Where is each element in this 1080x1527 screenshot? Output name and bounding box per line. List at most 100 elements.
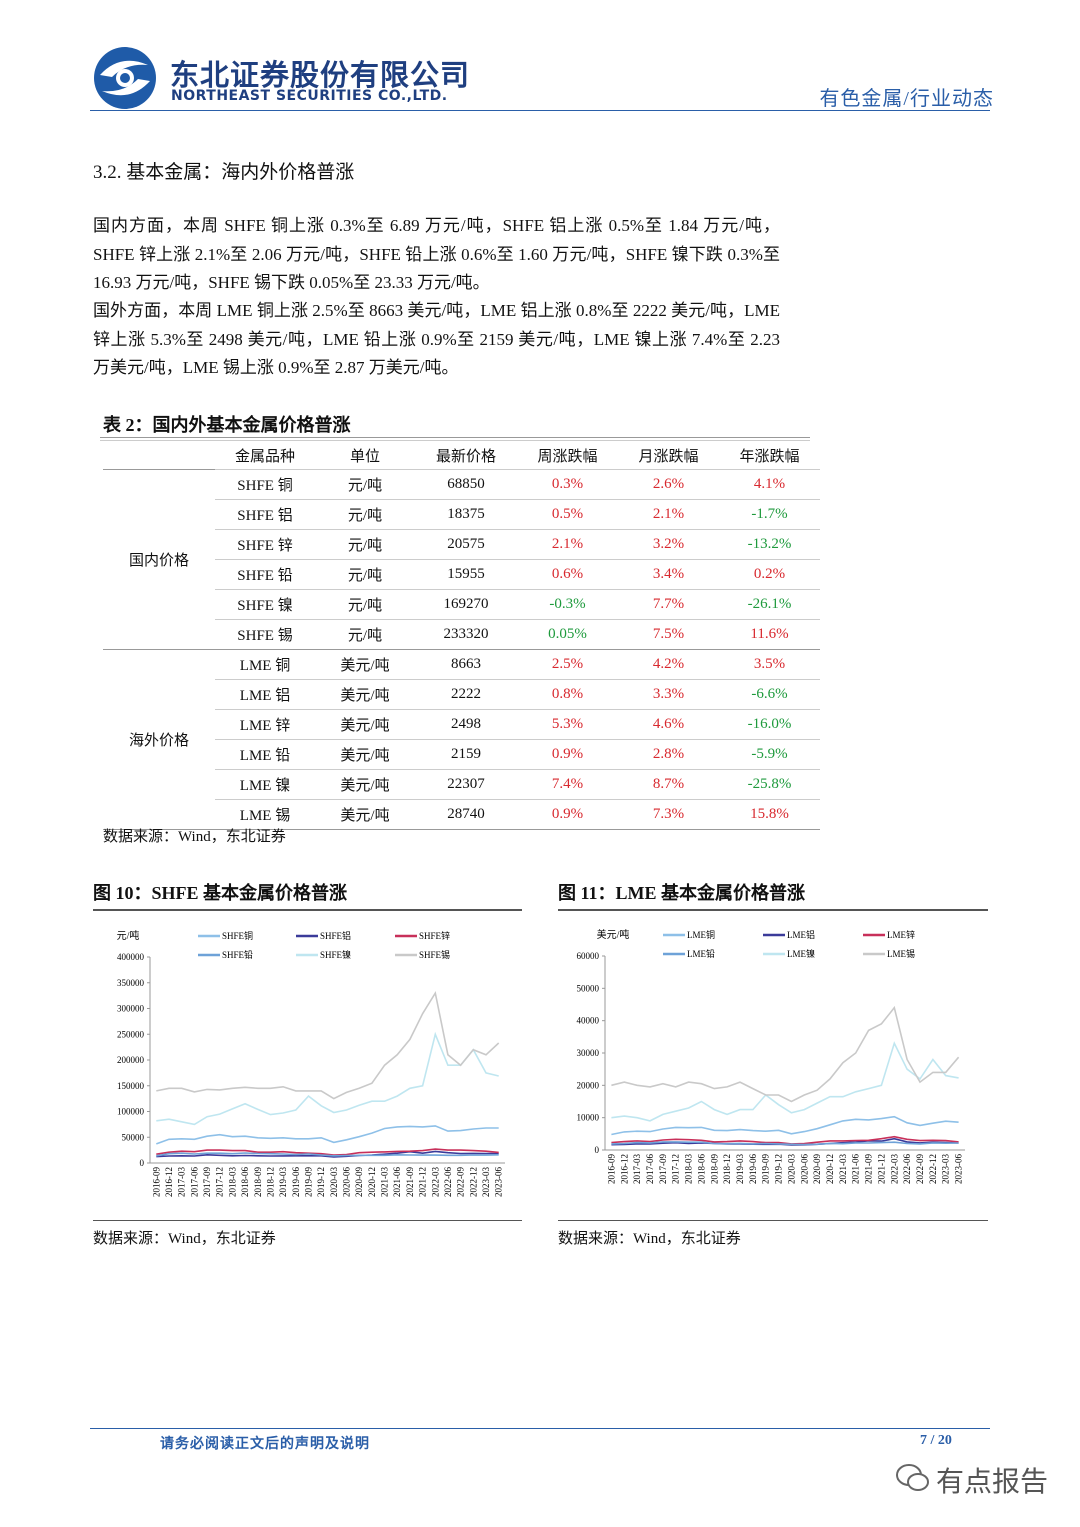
table-row: SHFE 镍元/吨 169270 -0.3% 7.7% -26.1% xyxy=(103,589,820,620)
x-tick-label: 2023-03 xyxy=(481,1167,491,1197)
table-cell: 22307 xyxy=(415,769,517,800)
y-axis-label: 元/吨 xyxy=(117,929,140,942)
legend-label: SHFE锌 xyxy=(419,930,450,941)
table-cell: 元/吨 xyxy=(315,469,415,500)
x-tick-label: 2022-12 xyxy=(928,1154,938,1184)
header-row: 金属品种 单位 最新价格 周涨跌幅 月涨跌幅 年涨跌幅 xyxy=(103,441,820,470)
series-line xyxy=(156,990,500,1100)
series-line xyxy=(611,1135,959,1145)
table-cell: 元/吨 xyxy=(315,529,415,560)
page-number: 7 / 20 xyxy=(920,1433,952,1448)
table-cell: LME 铜 xyxy=(215,649,315,680)
watermark: 有点报告 xyxy=(936,1465,1049,1498)
table-cell: 2498 xyxy=(415,709,517,740)
x-tick-label: 2016-09 xyxy=(606,1154,616,1184)
table-cell: SHFE 锌 xyxy=(215,529,315,560)
table-cell: 4.2% xyxy=(618,649,719,680)
table-cell: 美元/吨 xyxy=(315,649,415,680)
x-tick-label: 2021-12 xyxy=(876,1154,886,1184)
x-tick-label: 2019-03 xyxy=(278,1167,288,1197)
table-cell: 3.5% xyxy=(719,649,820,680)
x-tick-label: 2019-06 xyxy=(748,1154,758,1184)
table-cell: 169270 xyxy=(415,589,517,620)
series-line xyxy=(611,1041,959,1122)
y-axis-label: 美元/吨 xyxy=(597,928,630,941)
table-row: SHFE 锡元/吨 233320 0.05% 7.5% 11.6% xyxy=(103,619,820,650)
y-tick-label: 0 xyxy=(595,1145,600,1155)
x-tick-label: 2018-03 xyxy=(227,1167,237,1197)
table-cell: 3.3% xyxy=(618,679,719,710)
series-line xyxy=(156,1148,499,1156)
y-tick-label: 250000 xyxy=(117,1029,145,1039)
x-tick-label: 2019-12 xyxy=(774,1154,784,1184)
header-cell: 年涨跌幅 xyxy=(719,441,820,470)
chart-title: 图 11：LME 基本金属价格普涨 xyxy=(558,879,988,911)
x-tick-label: 2017-06 xyxy=(189,1167,199,1197)
series-line xyxy=(156,1031,499,1126)
table-cell: 2.1% xyxy=(618,499,719,530)
table-row: LME 锡美元/吨 28740 0.9% 7.3% 15.8% xyxy=(103,799,820,830)
x-tick-label: 2018-06 xyxy=(696,1154,706,1184)
x-tick-label: 2020-12 xyxy=(825,1154,835,1184)
x-tick-label: 2018-03 xyxy=(684,1154,694,1184)
table-cell: SHFE 铜 xyxy=(215,469,315,500)
chart-rule xyxy=(93,1220,522,1221)
series-line xyxy=(156,1125,499,1145)
x-tick-label: 2023-06 xyxy=(954,1154,964,1184)
chart-title: 图 10：SHFE 基本金属价格普涨 xyxy=(93,879,522,911)
legend-label: LME镍 xyxy=(787,948,815,959)
table-cell: 18375 xyxy=(415,499,517,530)
table-cell: 20575 xyxy=(415,529,517,560)
x-tick-label: 2019-03 xyxy=(735,1154,745,1184)
x-tick-label: 2017-12 xyxy=(671,1154,681,1184)
x-tick-label: 2020-12 xyxy=(367,1167,377,1197)
x-tick-label: 2016-12 xyxy=(164,1167,174,1197)
paragraph: 国外方面，本周 LME 铜上涨 2.5%至 8663 美元/吨，LME 铝上涨 … xyxy=(93,301,780,377)
table-cell: 8.7% xyxy=(618,769,719,800)
table-cell: 68850 xyxy=(415,469,517,500)
table-cell: 8663 xyxy=(415,649,517,680)
x-tick-label: 2022-03 xyxy=(430,1167,440,1197)
table-cell: 元/吨 xyxy=(315,589,415,620)
y-tick-label: 200000 xyxy=(117,1055,145,1065)
table-cell: 2.6% xyxy=(618,469,719,500)
table-cell: -13.2% xyxy=(719,529,820,560)
table-cell: 7.4% xyxy=(517,769,618,800)
y-tick-label: 20000 xyxy=(577,1080,600,1090)
x-tick-label: 2019-06 xyxy=(291,1167,301,1197)
disclaimer: 请务必阅读正文后的声明及说明 xyxy=(160,1437,370,1452)
table-cell: LME 铝 xyxy=(215,679,315,710)
x-tick-label: 2022-06 xyxy=(902,1154,912,1184)
table-cell: 美元/吨 xyxy=(315,799,415,830)
table-cell: 4.6% xyxy=(618,709,719,740)
x-tick-label: 2019-09 xyxy=(761,1154,771,1184)
x-tick-label: 2020-06 xyxy=(342,1167,352,1197)
table-caption: 表 2：国内外基本金属价格普涨 xyxy=(103,415,351,435)
series-line xyxy=(156,1152,499,1157)
x-tick-label: 2020-06 xyxy=(799,1154,809,1184)
x-tick-label: 2018-12 xyxy=(722,1154,732,1184)
table-cell: 3.2% xyxy=(618,529,719,560)
y-tick-label: 400000 xyxy=(117,952,145,962)
legend-label: SHFE镍 xyxy=(320,949,351,960)
table-cell: 0.9% xyxy=(517,799,618,830)
table-cell: 0.9% xyxy=(517,739,618,770)
x-tick-label: 2021-09 xyxy=(405,1167,415,1197)
table-cell: SHFE 铅 xyxy=(215,559,315,590)
table-cell: 2.8% xyxy=(618,739,719,770)
header-rule xyxy=(90,110,990,111)
table-cell: 美元/吨 xyxy=(315,679,415,710)
table-cell: 15.8% xyxy=(719,799,820,830)
chart-source: 数据来源：Wind，东北证券 xyxy=(558,1231,741,1247)
y-tick-label: 40000 xyxy=(577,1016,600,1026)
table-cell: SHFE 铝 xyxy=(215,499,315,530)
wechat-icon xyxy=(896,1464,929,1491)
table-row: LME 锌美元/吨 2498 5.3% 4.6% -16.0% xyxy=(103,709,820,740)
company-en: NORTHEAST SECURITIES CO.,LTD. xyxy=(171,88,448,104)
legend-label: SHFE铝 xyxy=(320,930,351,941)
x-tick-label: 2018-09 xyxy=(253,1167,263,1197)
table-cell: 0.8% xyxy=(517,679,618,710)
x-tick-label: 2020-09 xyxy=(354,1167,364,1197)
table-cell: LME 锡 xyxy=(215,799,315,830)
